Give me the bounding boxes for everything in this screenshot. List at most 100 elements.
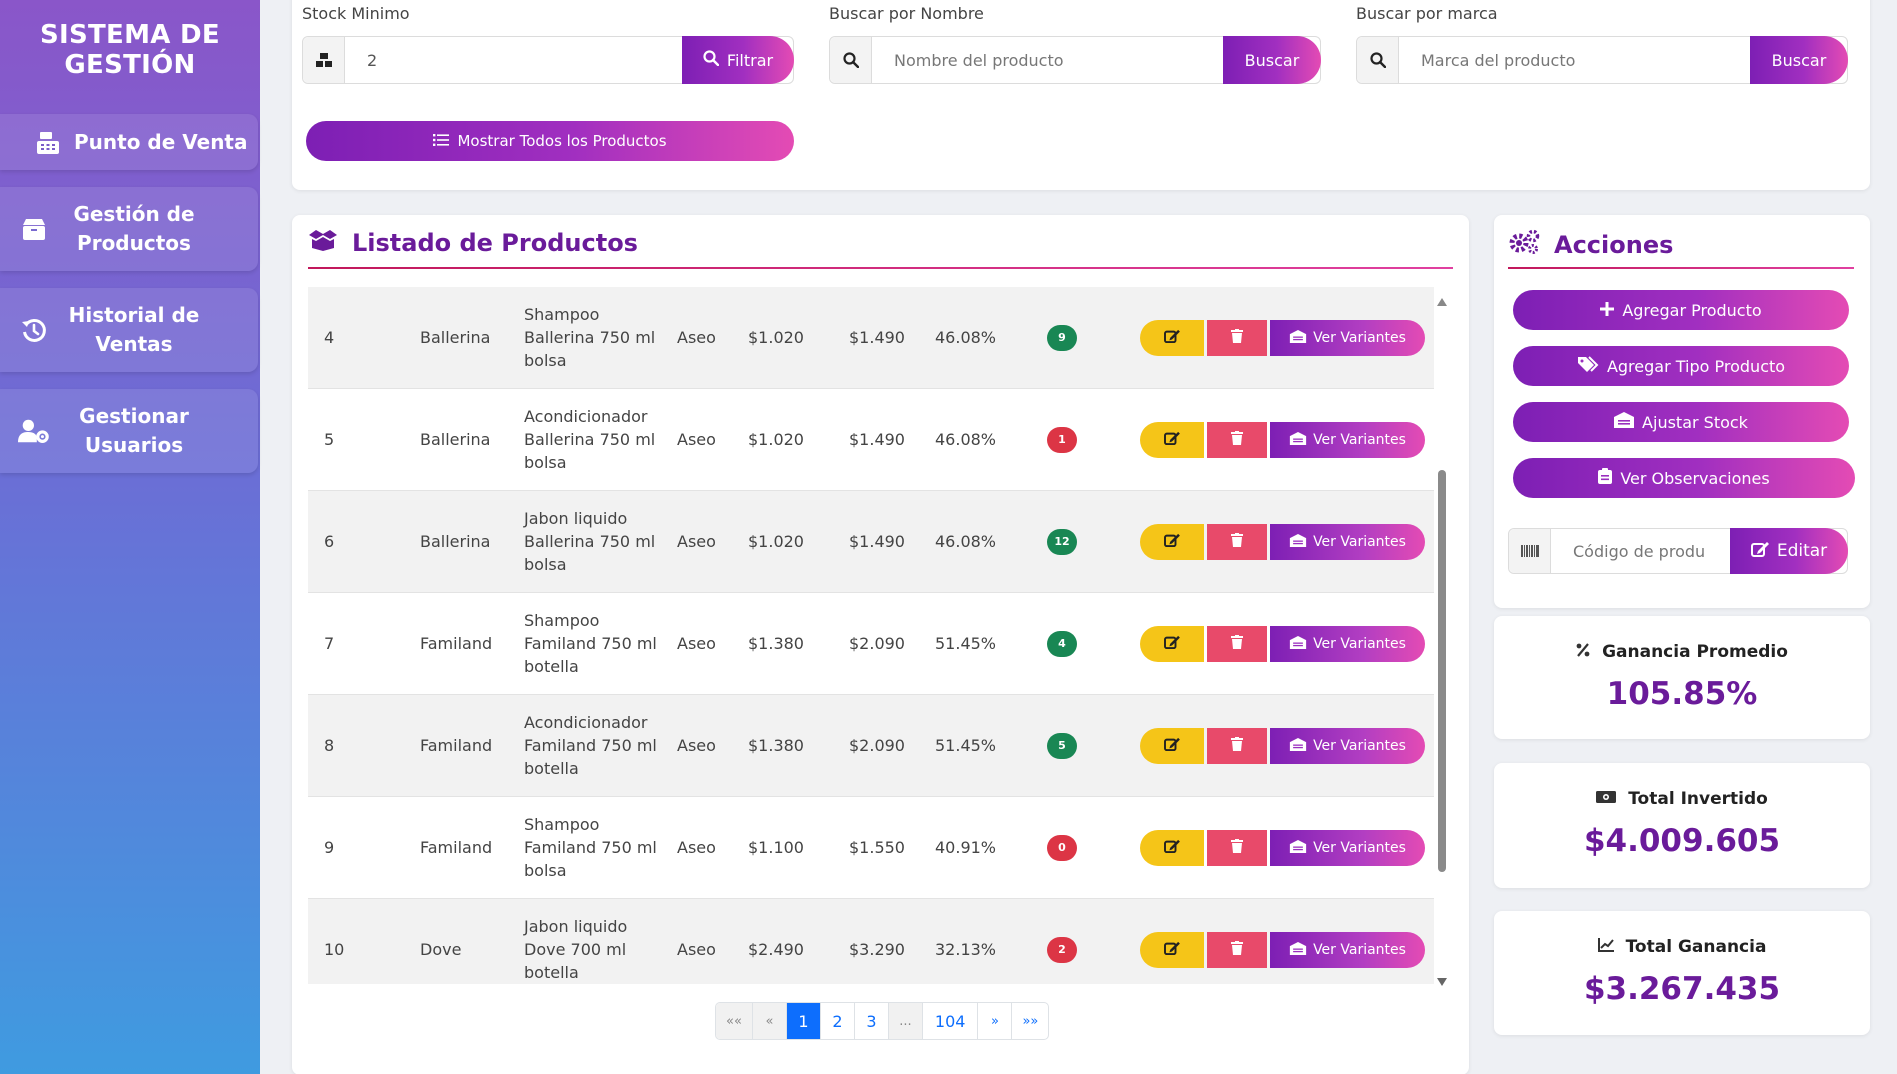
product-code-input[interactable] bbox=[1551, 529, 1730, 573]
search-brand-input[interactable] bbox=[1399, 37, 1750, 83]
cell-brand: Familand bbox=[420, 736, 493, 755]
stock-badge: 2 bbox=[1047, 936, 1077, 963]
warehouse-icon bbox=[1289, 329, 1307, 347]
user-gear-icon bbox=[18, 415, 50, 447]
delete-product-button[interactable] bbox=[1207, 524, 1267, 560]
cell-id: 10 bbox=[324, 940, 345, 959]
delete-product-button[interactable] bbox=[1207, 626, 1267, 662]
cell-margin: 51.45% bbox=[935, 736, 997, 755]
scrollbar-thumb[interactable] bbox=[1438, 470, 1446, 872]
stock-min-input[interactable] bbox=[345, 37, 682, 83]
trash-icon bbox=[1231, 635, 1243, 653]
row-actions: Ver Variantes bbox=[1140, 728, 1425, 764]
cell-stock: 2 bbox=[1047, 899, 1077, 984]
edit-label: Editar bbox=[1776, 541, 1828, 561]
view-variants-button[interactable]: Ver Variantes bbox=[1270, 320, 1425, 356]
cell-cost: $1.020 bbox=[748, 328, 804, 347]
view-variants-button[interactable]: Ver Variantes bbox=[1270, 728, 1425, 764]
sidebar-item-gestion-productos[interactable]: Gestión de Productos bbox=[0, 187, 258, 271]
edit-icon bbox=[1164, 941, 1180, 959]
view-variants-button[interactable]: Ver Variantes bbox=[1270, 422, 1425, 458]
warehouse-icon bbox=[1289, 941, 1307, 959]
page-1[interactable]: 1 bbox=[786, 1003, 821, 1039]
stock-badge: 0 bbox=[1047, 834, 1077, 861]
stat-title: Total Ganancia bbox=[1625, 937, 1767, 957]
cell-product-name: Jabon liquido Ballerina 750 ml bolsa bbox=[524, 509, 656, 574]
edit-product-button[interactable] bbox=[1140, 830, 1204, 866]
edit-product-button[interactable] bbox=[1140, 320, 1204, 356]
page-2[interactable]: 2 bbox=[821, 1003, 855, 1039]
warehouse-icon bbox=[1289, 839, 1307, 857]
cell-cost: $1.020 bbox=[748, 532, 804, 551]
stat-card-total-invested: Total Invertido $4.009.605 bbox=[1494, 763, 1870, 888]
cell-price: $1.490 bbox=[849, 328, 905, 347]
add-product-button[interactable]: Agregar Producto bbox=[1513, 290, 1849, 330]
page-first[interactable]: «« bbox=[716, 1003, 753, 1039]
delete-product-button[interactable] bbox=[1207, 932, 1267, 968]
edit-product-button[interactable] bbox=[1140, 524, 1204, 560]
warehouse-icon bbox=[1289, 737, 1307, 755]
view-variants-button[interactable]: Ver Variantes bbox=[1270, 830, 1425, 866]
cell-stock: 9 bbox=[1047, 287, 1077, 388]
search-name-button[interactable]: Buscar bbox=[1223, 36, 1321, 84]
edit-icon bbox=[1164, 839, 1180, 857]
delete-product-button[interactable] bbox=[1207, 422, 1267, 458]
view-variants-button[interactable]: Ver Variantes bbox=[1270, 626, 1425, 662]
cell-brand: Dove bbox=[420, 940, 462, 959]
row-actions: Ver Variantes bbox=[1140, 422, 1425, 458]
table-scrollbar[interactable] bbox=[1434, 287, 1450, 986]
filter-card: Stock Minimo Filtrar Buscar por Nombre B… bbox=[292, 0, 1870, 190]
trash-icon bbox=[1231, 431, 1243, 449]
cell-stock: 0 bbox=[1047, 797, 1077, 898]
cell-id: 4 bbox=[324, 328, 335, 347]
cell-stock: 12 bbox=[1047, 491, 1077, 592]
cash-register-icon bbox=[32, 126, 64, 158]
edit-product-button[interactable] bbox=[1140, 422, 1204, 458]
edit-product-button[interactable] bbox=[1140, 626, 1204, 662]
cell-category: Aseo bbox=[677, 328, 716, 347]
scroll-up-icon[interactable] bbox=[1437, 291, 1447, 310]
view-variants-button[interactable]: Ver Variantes bbox=[1270, 524, 1425, 560]
sidebar-item-historial-ventas[interactable]: Historial de Ventas bbox=[0, 288, 258, 372]
search-icon bbox=[1357, 37, 1399, 83]
row-actions: Ver Variantes bbox=[1140, 830, 1425, 866]
show-all-label: Mostrar Todos los Productos bbox=[457, 132, 667, 150]
page-last-number[interactable]: 104 bbox=[923, 1003, 979, 1039]
page-prev[interactable]: « bbox=[752, 1003, 787, 1039]
page-3[interactable]: 3 bbox=[855, 1003, 889, 1039]
search-name-button-label: Buscar bbox=[1244, 50, 1300, 70]
delete-product-button[interactable] bbox=[1207, 320, 1267, 356]
show-all-products-button[interactable]: Mostrar Todos los Productos bbox=[306, 121, 794, 161]
observations-label: Ver Observaciones bbox=[1620, 468, 1770, 488]
stat-title-row: Total Ganancia bbox=[1494, 937, 1870, 957]
adjust-stock-button[interactable]: Ajustar Stock bbox=[1513, 402, 1849, 442]
filter-button[interactable]: Filtrar bbox=[682, 36, 794, 84]
search-brand-button[interactable]: Buscar bbox=[1750, 36, 1848, 84]
sidebar-item-gestionar-usuarios[interactable]: Gestionar Usuarios bbox=[0, 389, 258, 473]
sidebar-item-punto-de-venta[interactable]: Punto de Venta bbox=[0, 114, 258, 170]
view-variants-label: Ver Variantes bbox=[1313, 636, 1406, 652]
view-observations-button[interactable]: Ver Observaciones bbox=[1513, 458, 1855, 498]
cell-category: Aseo bbox=[677, 634, 716, 653]
search-brand-label: Buscar por marca bbox=[1356, 4, 1498, 23]
cell-category: Aseo bbox=[677, 838, 716, 857]
tags-icon bbox=[1577, 356, 1599, 376]
edit-product-button[interactable] bbox=[1140, 932, 1204, 968]
sidebar-item-label: Historial de Ventas bbox=[68, 303, 200, 356]
edit-by-code-button[interactable]: Editar bbox=[1730, 528, 1848, 574]
cell-price: $1.550 bbox=[849, 838, 905, 857]
page-last[interactable]: »» bbox=[1022, 1013, 1039, 1029]
sidebar-item-label: Gestionar Usuarios bbox=[79, 404, 189, 457]
delete-product-button[interactable] bbox=[1207, 728, 1267, 764]
add-product-type-button[interactable]: Agregar Tipo Producto bbox=[1513, 346, 1849, 386]
view-variants-label: Ver Variantes bbox=[1313, 738, 1406, 754]
search-name-input[interactable] bbox=[872, 37, 1223, 83]
delete-product-button[interactable] bbox=[1207, 830, 1267, 866]
list-icon bbox=[433, 132, 450, 151]
edit-product-button[interactable] bbox=[1140, 728, 1204, 764]
edit-icon bbox=[1164, 635, 1180, 653]
page-ellipsis: ... bbox=[888, 1003, 923, 1039]
view-variants-button[interactable]: Ver Variantes bbox=[1270, 932, 1425, 968]
page-next[interactable]: » bbox=[978, 1003, 1013, 1039]
scroll-down-icon[interactable] bbox=[1437, 971, 1447, 990]
